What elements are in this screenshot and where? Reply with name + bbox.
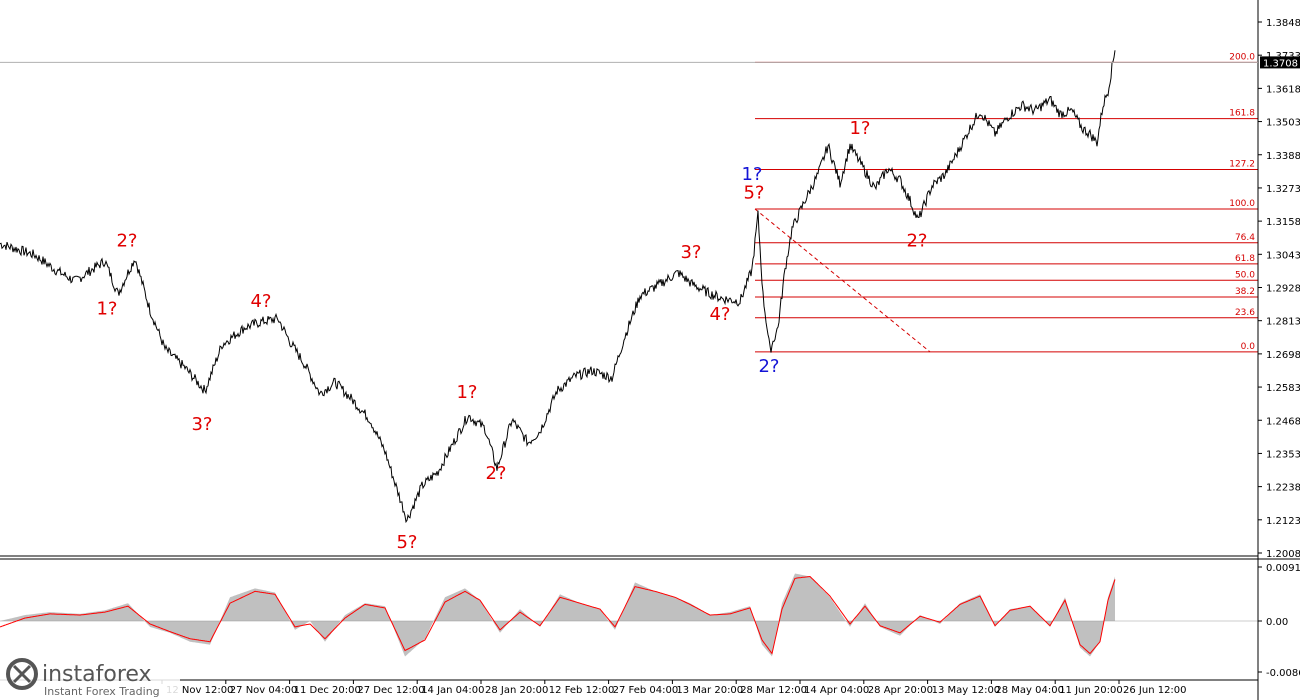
wave-label: 4? [709, 304, 730, 325]
x-tick-label: 13 Mar 20:00 [676, 685, 743, 696]
y-tick-label: 1.3043 [1266, 250, 1300, 261]
y-tick-label: 1.3503 [1266, 118, 1300, 129]
y-tick-label: 1.2123 [1266, 516, 1300, 527]
wave-labels: 2?1?3?4?5?1?2?3?4?1?5?2?1?2? [96, 118, 927, 553]
osc-tick-label: -0.00862 [1266, 668, 1300, 679]
y-tick-label: 1.2928 [1266, 284, 1300, 295]
x-tick-label: 12 Nov 12:00 [166, 685, 233, 696]
fib-level-label: 0.0 [1241, 342, 1256, 352]
wave-label: 4? [250, 291, 271, 312]
wave-label: 2? [758, 356, 779, 377]
wave-label: 1? [456, 382, 477, 403]
fib-level-label: 200.0 [1229, 52, 1255, 62]
y-tick-label: 1.3618 [1266, 84, 1300, 95]
y-tick-label: 1.3848 [1266, 18, 1300, 29]
oscillator-histogram [0, 573, 1115, 657]
x-tick-label: 14 Jan 04:00 [421, 685, 484, 696]
watermark-tagline: Instant Forex Trading [44, 685, 160, 698]
wave-label: 5? [396, 532, 417, 553]
y-tick-label: 1.3388 [1266, 151, 1300, 162]
oscillator-panel [0, 573, 1258, 657]
wave-label: 2? [906, 231, 927, 252]
x-tick-label: 28 Apr 20:00 [868, 685, 933, 696]
fib-trendline [754, 208, 931, 353]
y-tick-label: 1.2468 [1266, 416, 1300, 427]
y-tick-label: 1.3273 [1266, 184, 1300, 195]
x-tick-label: 27 Feb 04:00 [613, 685, 679, 696]
x-tick-label: 28 Mar 12:00 [740, 685, 807, 696]
x-tick-label: 14 Apr 04:00 [804, 685, 869, 696]
wave-label: 1? [96, 298, 117, 319]
fibonacci-levels: 200.0 161.8 127.2 100.0 76.4 61.8 50.0 38.2 23.6… [754, 52, 1258, 353]
fib-level-label: 38.2 [1235, 287, 1255, 297]
x-tick-label: 28 May 04:00 [995, 685, 1064, 696]
x-tick-label: 27 Dec 12:00 [357, 685, 424, 696]
wave-label: 2? [116, 231, 137, 252]
fib-level-label: 23.6 [1235, 308, 1255, 318]
wave-label: 3? [680, 242, 701, 263]
y-tick-label: 1.2238 [1266, 483, 1300, 494]
fib-level-label: 61.8 [1235, 254, 1255, 264]
y-tick-label: 1.2583 [1266, 383, 1300, 394]
oscillator-signal-line [0, 575, 1116, 655]
x-tick-label: 28 Jan 20:00 [485, 685, 548, 696]
x-tick-label: 12 Feb 12:00 [549, 685, 615, 696]
fib-level-label: 127.2 [1229, 159, 1255, 169]
fib-level-label: 50.0 [1235, 270, 1255, 280]
x-tick-label: 11 Dec 20:00 [294, 685, 361, 696]
x-tick-label: 27 Nov 04:00 [230, 685, 297, 696]
instaforex-logo-icon [6, 658, 38, 690]
fib-level-label: 161.8 [1229, 109, 1255, 119]
x-tick-label: 11 Jun 20:00 [1059, 685, 1123, 696]
wave-label: 1? [741, 164, 762, 185]
y-tick-label: 1.2698 [1266, 350, 1300, 361]
wave-label: 1? [849, 118, 870, 139]
price-line [0, 50, 1116, 524]
y-tick-label: 1.2813 [1266, 317, 1300, 328]
osc-tick-label: 0.0091 [1266, 563, 1300, 574]
logo-cross [12, 664, 32, 684]
x-tick-label: 13 May 12:00 [932, 685, 1001, 696]
wave-label: 2? [485, 463, 506, 484]
fib-level-label: 76.4 [1235, 233, 1255, 243]
x-tick-label: 26 Jun 12:00 [1123, 685, 1187, 696]
wave-label: 3? [191, 414, 212, 435]
watermark-brand: instaforex [42, 662, 152, 687]
y-tick-label: 1.2353 [1266, 449, 1300, 460]
current-price-label: 1.3708 [1263, 58, 1298, 69]
y-tick-label: 1.3158 [1266, 217, 1300, 228]
fib-level-label: 100.0 [1229, 199, 1255, 209]
osc-tick-label: 0.00 [1266, 617, 1288, 628]
logo-ring [6, 658, 38, 690]
y-tick-label: 1.2008 [1266, 549, 1300, 560]
wave-label: 5? [743, 183, 764, 204]
current-price-box [1260, 56, 1300, 69]
price-series [0, 50, 1116, 524]
